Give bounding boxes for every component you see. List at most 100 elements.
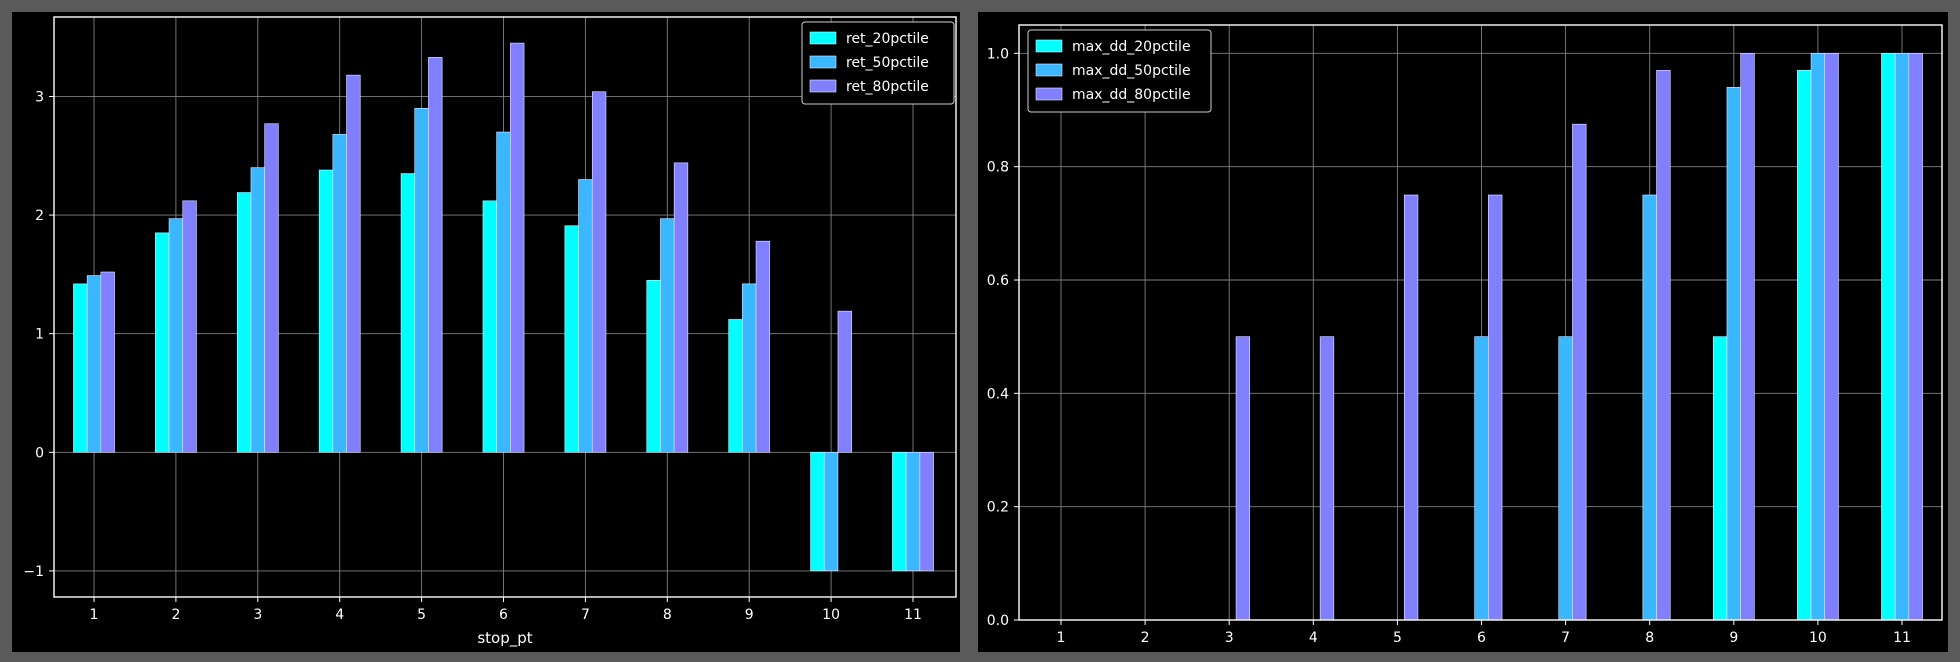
- y-tick-label: 0.8: [987, 160, 1009, 176]
- legend-label-ret_80pctile: ret_80pctile: [846, 79, 929, 95]
- bar-max_dd_20pctile-10: [1797, 70, 1812, 621]
- y-tick-label: 1: [35, 327, 44, 343]
- bar-ret_20pctile-8: [646, 280, 661, 453]
- bar-ret_20pctile-4: [318, 169, 334, 453]
- y-tick-label: 0.4: [987, 386, 1009, 402]
- bar-ret_50pctile-10: [823, 451, 839, 572]
- returns-chart-panel: 1 2 3 4 5 6 7 8 9 10 11 −1 0 1 2 3 stop_pt ret_20pctile re…: [12, 12, 960, 652]
- bar-ret_80pctile-8: [673, 162, 689, 453]
- x-tick-label: 3: [253, 607, 262, 623]
- bar-ret_20pctile-2: [155, 232, 170, 453]
- y-tick-label: 2: [35, 208, 44, 224]
- legend-label-max_dd_50pctile: max_dd_50pctile: [1072, 63, 1191, 79]
- bar-ret_80pctile-7: [591, 91, 607, 453]
- y-tick-label: 0.6: [987, 273, 1009, 289]
- bar-ret_80pctile-3: [264, 123, 279, 453]
- bar-ret_80pctile-1: [100, 271, 115, 453]
- bar-max_dd_50pctile-10: [1810, 53, 1826, 621]
- bar-ret_20pctile-5: [400, 173, 416, 453]
- bar-ret_50pctile-4: [332, 134, 347, 453]
- bar-ret_50pctile-1: [86, 275, 102, 453]
- x-tick-label: 11: [1893, 630, 1911, 646]
- bar-ret_80pctile-10: [837, 310, 852, 453]
- bar-ret_50pctile-11: [905, 451, 921, 572]
- x-tick-label: 10: [822, 607, 840, 623]
- bar-max_dd_80pctile-4: [1319, 336, 1335, 621]
- legend-swatch-max_dd_50pctile: [1035, 63, 1063, 77]
- bar-ret_20pctile-3: [236, 192, 252, 453]
- x-tick-label: 9: [745, 607, 754, 623]
- x-tick-label: 1: [90, 607, 99, 623]
- x-tick-label: 8: [663, 607, 672, 623]
- bar-max_dd_20pctile-11: [1881, 53, 1896, 621]
- bar-ret_80pctile-9: [755, 240, 771, 453]
- legend-label-ret_50pctile: ret_50pctile: [846, 55, 929, 71]
- x-tick-label: 4: [1309, 630, 1318, 646]
- legend-label-max_dd_20pctile: max_dd_20pctile: [1072, 39, 1191, 55]
- legend-swatch-ret_50pctile: [809, 55, 837, 69]
- axes-frame: [53, 16, 957, 598]
- y-tick-label: 0.2: [987, 500, 1009, 516]
- y-tick-label: 0.0: [987, 613, 1009, 629]
- bar-ret_20pctile-6: [482, 200, 497, 453]
- returns-bar-chart: 1 2 3 4 5 6 7 8 9 10 11 −1 0 1 2 3 stop_pt ret_20pctilere…: [23, 16, 957, 648]
- bar-ret_50pctile-7: [578, 179, 593, 453]
- bar-max_dd_50pctile-7: [1558, 336, 1573, 621]
- bar-max_dd_50pctile-11: [1894, 53, 1910, 621]
- bar-ret_50pctile-6: [496, 131, 511, 453]
- bar-ret_50pctile-8: [660, 218, 675, 453]
- bar-max_dd_50pctile-6: [1474, 336, 1489, 621]
- legend-label-ret_20pctile: ret_20pctile: [846, 31, 929, 47]
- x-tick-label: 2: [171, 607, 180, 623]
- x-tick-label: 8: [1645, 630, 1654, 646]
- bar-max_dd_50pctile-8: [1642, 194, 1657, 621]
- x-tick-label: 4: [335, 607, 344, 623]
- bar-ret_20pctile-7: [564, 225, 579, 453]
- y-tick-label: 1.0: [987, 46, 1009, 62]
- bar-max_dd_80pctile-6: [1488, 194, 1503, 621]
- bar-ret_50pctile-3: [250, 167, 265, 453]
- bar-ret_20pctile-9: [728, 319, 743, 453]
- y-tick-label: 0: [35, 445, 44, 461]
- bar-ret_80pctile-2: [182, 200, 197, 453]
- bar-ret_20pctile-11: [892, 451, 907, 572]
- x-tick-label: 5: [1393, 630, 1402, 646]
- bar-ret_80pctile-5: [428, 57, 443, 453]
- x-tick-label: 3: [1225, 630, 1234, 646]
- y-tick-label: 3: [35, 89, 44, 105]
- bar-ret_20pctile-10: [810, 451, 825, 572]
- axes-frame: [1018, 24, 1943, 621]
- legend-swatch-ret_20pctile: [809, 31, 837, 45]
- x-tick-label: 7: [581, 607, 590, 623]
- bar-max_dd_20pctile-9: [1712, 336, 1728, 621]
- bar-max_dd_80pctile-8: [1656, 70, 1671, 621]
- bar-max_dd_80pctile-11: [1908, 53, 1923, 621]
- bar-ret_50pctile-2: [168, 218, 184, 453]
- x-axis-label: stop_pt: [477, 629, 532, 648]
- bar-ret_20pctile-1: [73, 283, 88, 453]
- x-tick-label: 11: [904, 607, 922, 623]
- bar-max_dd_50pctile-9: [1726, 87, 1741, 621]
- x-tick-label: 2: [1141, 630, 1150, 646]
- drawdown-chart-panel: 1 2 3 4 5 6 7 8 9 10 11 0.0 0.2 0.4 0.6 0.8 1.0 max_dd_20…: [978, 12, 1948, 652]
- drawdown-bar-chart: 1 2 3 4 5 6 7 8 9 10 11 0.0 0.2 0.4 0.6 0.8 1.0 max_dd_20…: [987, 24, 1943, 646]
- bar-max_dd_80pctile-5: [1403, 194, 1419, 621]
- legend-box: [801, 21, 955, 105]
- x-tick-label: 5: [417, 607, 426, 623]
- bar-max_dd_80pctile-10: [1824, 53, 1839, 621]
- legend-swatch-max_dd_80pctile: [1035, 87, 1063, 101]
- x-tick-label: 1: [1057, 630, 1066, 646]
- bar-ret_80pctile-6: [510, 42, 525, 453]
- x-tick-label: 9: [1729, 630, 1738, 646]
- bar-max_dd_80pctile-7: [1572, 123, 1587, 621]
- x-tick-label: 6: [1477, 630, 1486, 646]
- legend-swatch-max_dd_20pctile: [1035, 39, 1063, 53]
- bar-max_dd_80pctile-9: [1740, 53, 1755, 621]
- legend-swatch-ret_80pctile: [809, 79, 837, 93]
- bar-ret_80pctile-4: [346, 74, 361, 453]
- bar-ret_50pctile-5: [414, 108, 429, 453]
- x-tick-label: 10: [1809, 630, 1827, 646]
- x-tick-label: 6: [499, 607, 508, 623]
- bar-ret_80pctile-11: [919, 451, 934, 572]
- legend-box: [1027, 29, 1212, 113]
